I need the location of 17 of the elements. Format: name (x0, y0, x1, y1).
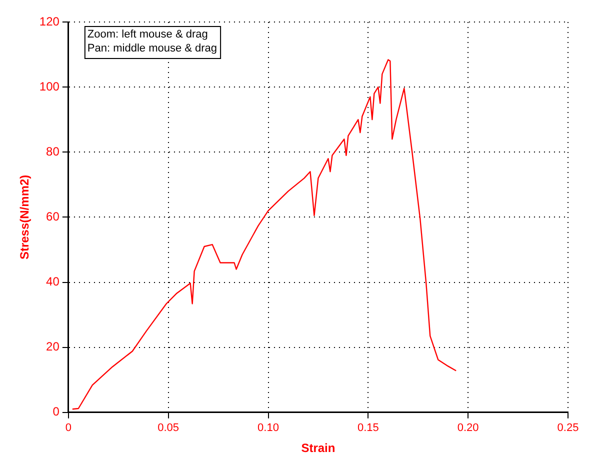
y-tick-label: 40 (46, 274, 60, 289)
x-tick-label: 0 (65, 422, 72, 434)
x-tick-label: 0.10 (258, 422, 279, 434)
y-axis-title: Stress(N/mm2) (18, 174, 32, 260)
x-tick-label: 0.25 (557, 422, 579, 434)
y-tick-label: 0 (52, 404, 60, 419)
y-tick-label: 60 (46, 210, 60, 224)
y-tick-label: 20 (46, 340, 60, 354)
y-tick-label: 100 (39, 79, 60, 94)
y-tick-label: 120 (39, 14, 60, 28)
x-tick-label: 0.20 (457, 422, 479, 434)
x-tick-label: 0.05 (158, 422, 180, 434)
x-axis-title: Strain (301, 441, 336, 456)
y-tick-label: 80 (46, 144, 60, 158)
annotation: Zoom: left mouse & drag (87, 28, 208, 41)
x-tick-label: 0.15 (357, 422, 379, 434)
annotation: Pan: middle mouse & drag (87, 42, 218, 55)
